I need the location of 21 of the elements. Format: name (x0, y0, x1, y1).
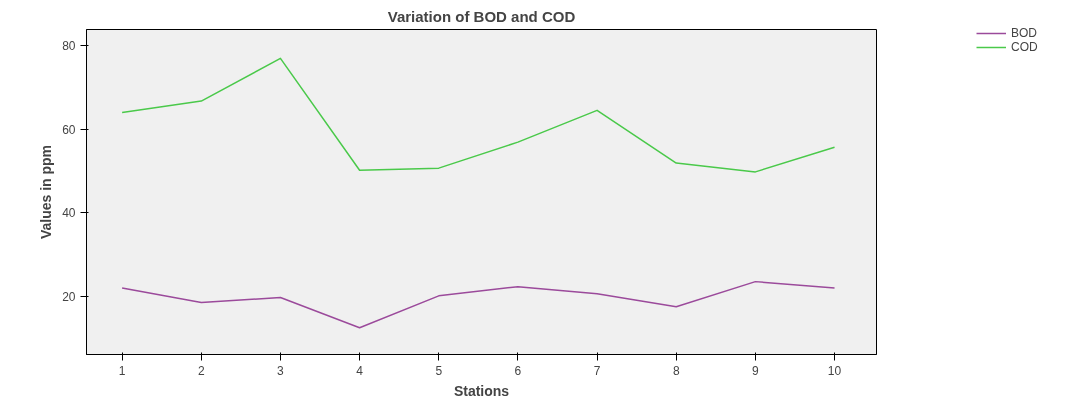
x-axis-title: Stations (453, 382, 510, 399)
y-axis-title: Values in ppm (38, 144, 55, 240)
y-tick-label: 80 (62, 38, 76, 53)
legend-label: BOD (1011, 26, 1038, 40)
x-tick-label: 2 (197, 363, 205, 378)
x-tick-label: 1 (118, 363, 126, 378)
x-tick-label: 4 (356, 363, 364, 378)
x-tick-label: 7 (593, 363, 601, 378)
x-tick-label: 3 (277, 363, 285, 378)
x-tick-label: 8 (672, 363, 680, 378)
x-tick-label: 10 (827, 363, 842, 378)
x-tick-label: 9 (752, 363, 760, 378)
y-tick-label: 40 (62, 206, 76, 221)
y-tick-label: 20 (62, 290, 76, 305)
y-tick-label: 60 (62, 122, 76, 137)
legend-label: COD (1011, 40, 1038, 54)
chart-title: Variation of BOD and COD (387, 7, 576, 25)
x-tick-label: 5 (435, 363, 443, 378)
line-series (121, 280, 836, 329)
x-tick-label: 6 (514, 363, 522, 378)
line-series (121, 57, 836, 173)
